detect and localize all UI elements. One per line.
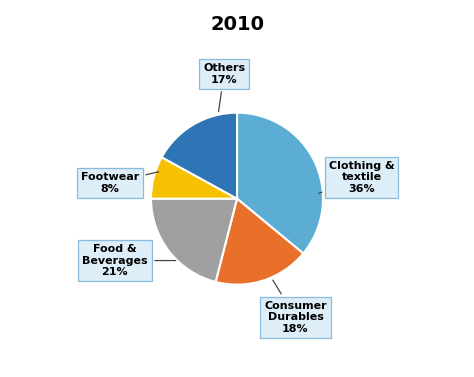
- Text: Food &
Beverages
21%: Food & Beverages 21%: [82, 244, 176, 277]
- Wedge shape: [216, 199, 303, 285]
- Wedge shape: [151, 157, 237, 199]
- Title: 2010: 2010: [210, 15, 264, 34]
- Text: Consumer
Durables
18%: Consumer Durables 18%: [264, 280, 327, 334]
- Text: Others
17%: Others 17%: [203, 63, 245, 112]
- Text: Footwear
8%: Footwear 8%: [81, 172, 159, 194]
- Wedge shape: [151, 199, 237, 282]
- Wedge shape: [237, 113, 323, 253]
- Wedge shape: [162, 113, 237, 199]
- Text: Clothing &
textile
36%: Clothing & textile 36%: [319, 161, 394, 194]
